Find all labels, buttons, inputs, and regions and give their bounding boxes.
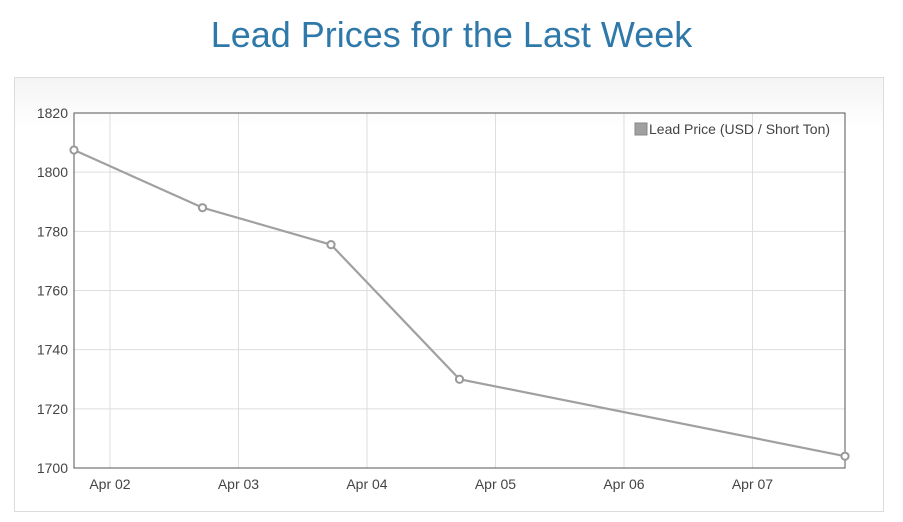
y-tick-label: 1740 bbox=[37, 342, 68, 358]
y-tick-label: 1760 bbox=[37, 283, 68, 299]
grid-lines bbox=[74, 112, 845, 469]
legend-label: Lead Price (USD / Short Ton) bbox=[649, 121, 830, 137]
series-line bbox=[73, 148, 846, 458]
x-tick-label: Apr 07 bbox=[732, 476, 773, 492]
y-tick-label: 1820 bbox=[37, 105, 68, 121]
plot-area-border bbox=[73, 112, 846, 469]
series-layer bbox=[69, 145, 850, 461]
data-point[interactable] bbox=[326, 240, 336, 250]
page-title: Lead Prices for the Last Week bbox=[210, 14, 693, 55]
y-tick-label: 1720 bbox=[37, 401, 68, 417]
data-point[interactable] bbox=[840, 451, 850, 461]
y-axis-ticks: 1700 1720 1740 1760 1780 1800 1820 bbox=[37, 105, 68, 476]
x-tick-label: Apr 05 bbox=[475, 476, 516, 492]
data-point[interactable] bbox=[197, 203, 208, 213]
y-tick-label: 1700 bbox=[37, 460, 68, 476]
x-tick-label: Apr 04 bbox=[346, 476, 387, 492]
legend-swatch bbox=[634, 122, 648, 136]
x-axis-ticks: Apr 02 Apr 03 Apr 04 Apr 05 Apr 06 Apr 07 bbox=[89, 476, 773, 492]
y-tick-label: 1780 bbox=[37, 223, 68, 239]
data-point[interactable] bbox=[69, 145, 79, 155]
data-point[interactable] bbox=[454, 374, 465, 384]
x-tick-label: Apr 06 bbox=[603, 476, 644, 492]
x-tick-label: Apr 03 bbox=[218, 476, 259, 492]
legend: Lead Price (USD / Short Ton) bbox=[634, 121, 830, 137]
x-tick-label: Apr 02 bbox=[89, 476, 130, 492]
chart-panel: 1700 1720 1740 1760 1780 1800 1820 Apr 02 Apr 0… bbox=[14, 77, 884, 512]
y-tick-label: 1800 bbox=[37, 164, 68, 180]
